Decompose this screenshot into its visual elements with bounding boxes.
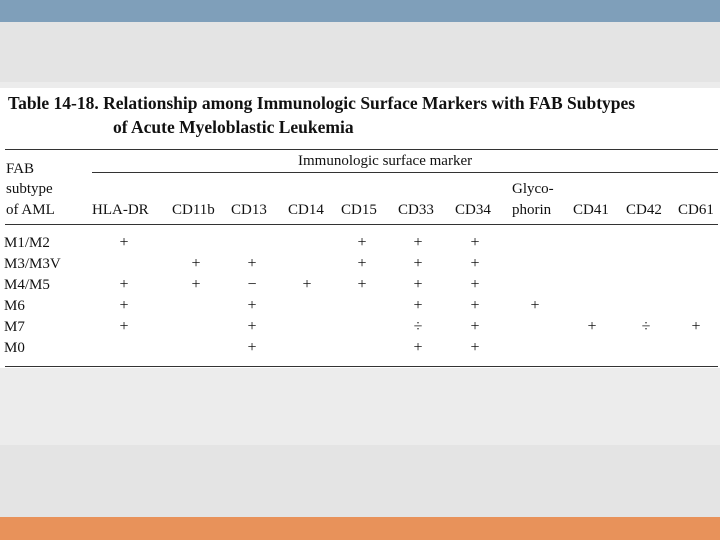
spanner-header: Immunologic surface marker <box>298 153 473 169</box>
spanner-rule <box>92 172 718 173</box>
row-label: M1/M2 <box>4 235 50 251</box>
col-cd41: CD41 <box>573 202 609 218</box>
stub-header-line-2: subtype <box>6 181 53 197</box>
marker-cell: + <box>119 234 129 251</box>
marker-cell: + <box>302 276 312 293</box>
marker-cell: ÷ <box>413 318 423 335</box>
col-cd61: CD61 <box>678 202 714 218</box>
marker-cell: + <box>191 255 201 272</box>
col-cd33: CD33 <box>398 202 434 218</box>
marker-cell: + <box>191 276 201 293</box>
marker-cell: + <box>691 318 701 335</box>
col-cd14: CD14 <box>288 202 324 218</box>
row-label: M7 <box>4 319 25 335</box>
marker-cell: + <box>357 234 367 251</box>
marker-cell: + <box>413 339 423 356</box>
marker-cell: + <box>247 318 257 335</box>
bottom-accent-bar <box>0 517 720 540</box>
marker-cell: + <box>470 255 480 272</box>
col-cd11b: CD11b <box>172 202 215 218</box>
marker-cell: + <box>413 255 423 272</box>
marker-cell: + <box>247 339 257 356</box>
marker-cell: + <box>119 297 129 314</box>
scanned-table: Table 14-18. Relationship among Immunolo… <box>0 88 720 368</box>
marker-cell: + <box>413 234 423 251</box>
row-label: M0 <box>4 340 25 356</box>
table-title: Table 14-18. Relationship among Immunolo… <box>8 93 636 113</box>
marker-cell: + <box>470 297 480 314</box>
rule-top <box>5 149 718 150</box>
marker-cell: + <box>470 318 480 335</box>
marker-cell: − <box>247 276 257 293</box>
row-label: M6 <box>4 298 25 314</box>
marker-cell: ÷ <box>641 318 651 335</box>
marker-cell: + <box>530 297 540 314</box>
marker-cell: + <box>357 276 367 293</box>
marker-cell: + <box>413 276 423 293</box>
marker-cell: + <box>247 297 257 314</box>
col-cd13: CD13 <box>231 202 267 218</box>
col-cd34: CD34 <box>455 202 491 218</box>
col-cd15: CD15 <box>341 202 377 218</box>
rule-bottom <box>5 366 718 367</box>
marker-cell: + <box>119 318 129 335</box>
marker-cell: + <box>470 234 480 251</box>
row-label: M4/M5 <box>4 277 50 293</box>
marker-cell: + <box>470 339 480 356</box>
col-cd42: CD42 <box>626 202 662 218</box>
table-title-continued: of Acute Myeloblastic Leukemia <box>113 117 354 137</box>
marker-cell: + <box>119 276 129 293</box>
col-glycophorin-line-1: Glyco- <box>512 181 554 197</box>
marker-cell: + <box>470 276 480 293</box>
col-hla-dr: HLA-DR <box>92 202 149 218</box>
marker-cell: + <box>247 255 257 272</box>
background-band-bottom <box>0 445 720 517</box>
marker-cell: + <box>357 255 367 272</box>
row-label: M3/M3V <box>4 256 61 272</box>
rule-header-bottom <box>5 224 718 225</box>
stub-header-line-1: FAB <box>6 161 35 177</box>
marker-cell: + <box>413 297 423 314</box>
top-accent-bar <box>0 0 720 22</box>
background-band-top <box>0 22 720 82</box>
stub-header-line-3: of AML <box>6 202 55 218</box>
marker-cell: + <box>587 318 597 335</box>
col-glycophorin-line-2: phorin <box>512 202 552 218</box>
